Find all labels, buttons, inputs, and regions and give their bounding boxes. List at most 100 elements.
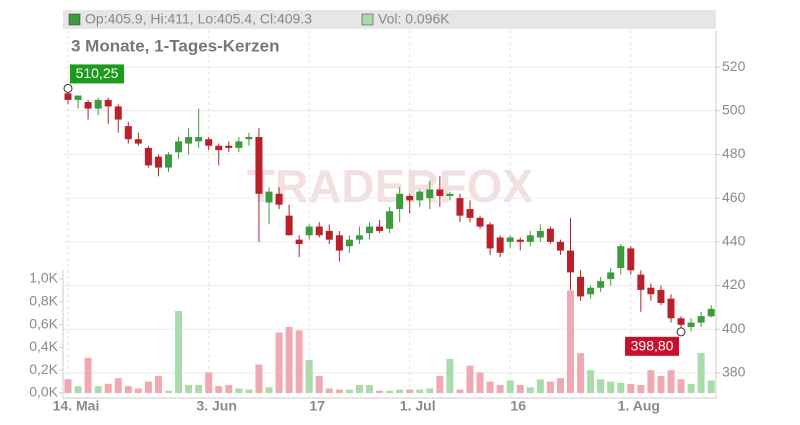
candle-body — [546, 228, 554, 242]
volume-bar — [426, 388, 434, 393]
y-tick-label: 380 — [722, 364, 746, 380]
candle-body — [285, 215, 293, 236]
volume-bar — [506, 380, 514, 393]
candle-body — [687, 322, 695, 328]
candle-body — [496, 237, 504, 253]
y-tick-label: 520 — [722, 58, 746, 74]
volume-bar — [697, 353, 705, 393]
candle-body — [235, 141, 243, 148]
volume-tick-label: 0,4K — [29, 338, 58, 354]
volume-bar — [406, 389, 414, 393]
volume-bar — [285, 326, 293, 393]
candle-body — [205, 139, 213, 146]
candle-body — [134, 139, 142, 144]
volume-bar — [496, 385, 504, 393]
volume-bar — [124, 386, 132, 393]
volume-text: Vol: 0.096K — [378, 11, 450, 27]
header-bar — [63, 10, 716, 29]
volume-bar — [587, 370, 595, 393]
volume-bar — [275, 332, 283, 393]
volume-bar — [446, 358, 454, 393]
volume-swatch — [361, 13, 374, 26]
volume-bar — [577, 353, 585, 393]
candle-body — [215, 145, 223, 151]
volume-bar — [486, 381, 494, 393]
volume-bar — [84, 357, 92, 393]
watermark: TRADERFOX — [247, 160, 534, 212]
candle-body — [225, 145, 233, 148]
candle-body — [577, 276, 585, 297]
y-tick-label: 500 — [722, 102, 746, 118]
y-tick-label: 480 — [722, 145, 746, 161]
x-tick-label: 1. Jul — [400, 398, 436, 414]
candle-body — [667, 298, 675, 319]
volume-tick-label: 0,0K — [29, 384, 58, 400]
volume-bar — [516, 385, 524, 393]
candle-body — [466, 209, 474, 218]
candle-body — [345, 239, 353, 247]
volume-bar — [185, 385, 193, 393]
candle-body — [446, 193, 454, 196]
volume-bar — [175, 310, 183, 393]
candle-body — [677, 318, 685, 325]
x-tick-label: 3. Jun — [196, 398, 236, 414]
volume-bar — [215, 386, 223, 393]
volume-bar — [687, 383, 695, 393]
candle-body — [506, 237, 514, 242]
volume-bar — [225, 385, 233, 393]
y-tick-label: 440 — [722, 233, 746, 249]
volume-bar — [597, 379, 605, 393]
candle-body — [335, 235, 343, 251]
volume-bar — [165, 390, 172, 393]
max-label: 510,25 — [76, 65, 119, 81]
volume-bar — [255, 364, 263, 393]
candle-body — [366, 226, 373, 234]
y-tick-label: 400 — [722, 320, 746, 336]
candle-body — [426, 189, 434, 199]
volume-bar — [476, 372, 484, 393]
candle-body — [325, 230, 333, 240]
candle-body — [355, 235, 363, 240]
candle-body — [94, 99, 102, 109]
volume-bar — [466, 365, 474, 393]
candle-body — [386, 211, 394, 229]
candle-body — [697, 316, 705, 323]
candle-body — [195, 137, 203, 142]
volume-bar — [707, 380, 715, 393]
volume-bar — [315, 375, 323, 393]
min-label-box — [625, 336, 680, 356]
volume-bar — [627, 383, 635, 393]
candle-body — [416, 191, 424, 201]
volume-tick-label: 0,6K — [29, 315, 58, 331]
x-tick-label: 1. Aug — [618, 398, 660, 414]
volume-bar — [245, 389, 253, 393]
candle-body — [617, 246, 625, 269]
candle-body — [536, 230, 544, 238]
candle-body — [64, 93, 72, 100]
min-marker — [676, 327, 686, 337]
candle-body — [607, 272, 615, 279]
volume-bar — [305, 359, 313, 393]
y-tick-label: 460 — [722, 189, 746, 205]
candle-body — [376, 226, 384, 231]
volume-tick-label: 1,0K — [29, 270, 58, 286]
volume-bar — [114, 378, 122, 393]
candle-body — [486, 224, 494, 249]
candle-body — [406, 195, 414, 201]
y-tick-label: 420 — [722, 276, 746, 292]
candle-body — [245, 137, 253, 140]
volume-bar — [637, 385, 645, 393]
candle-body — [637, 274, 645, 290]
volume-bar — [436, 375, 444, 393]
candle-body — [255, 137, 263, 194]
volume-bar — [667, 370, 675, 393]
volume-bar — [536, 379, 544, 393]
volume-bar — [617, 382, 625, 393]
volume-bar — [416, 389, 424, 393]
candle-body — [124, 126, 132, 140]
volume-bar — [154, 375, 162, 393]
volume-bar — [345, 389, 353, 393]
volume-bar — [677, 379, 685, 393]
volume-tick-label: 0,2K — [29, 361, 58, 377]
x-tick-label: 17 — [309, 398, 325, 414]
